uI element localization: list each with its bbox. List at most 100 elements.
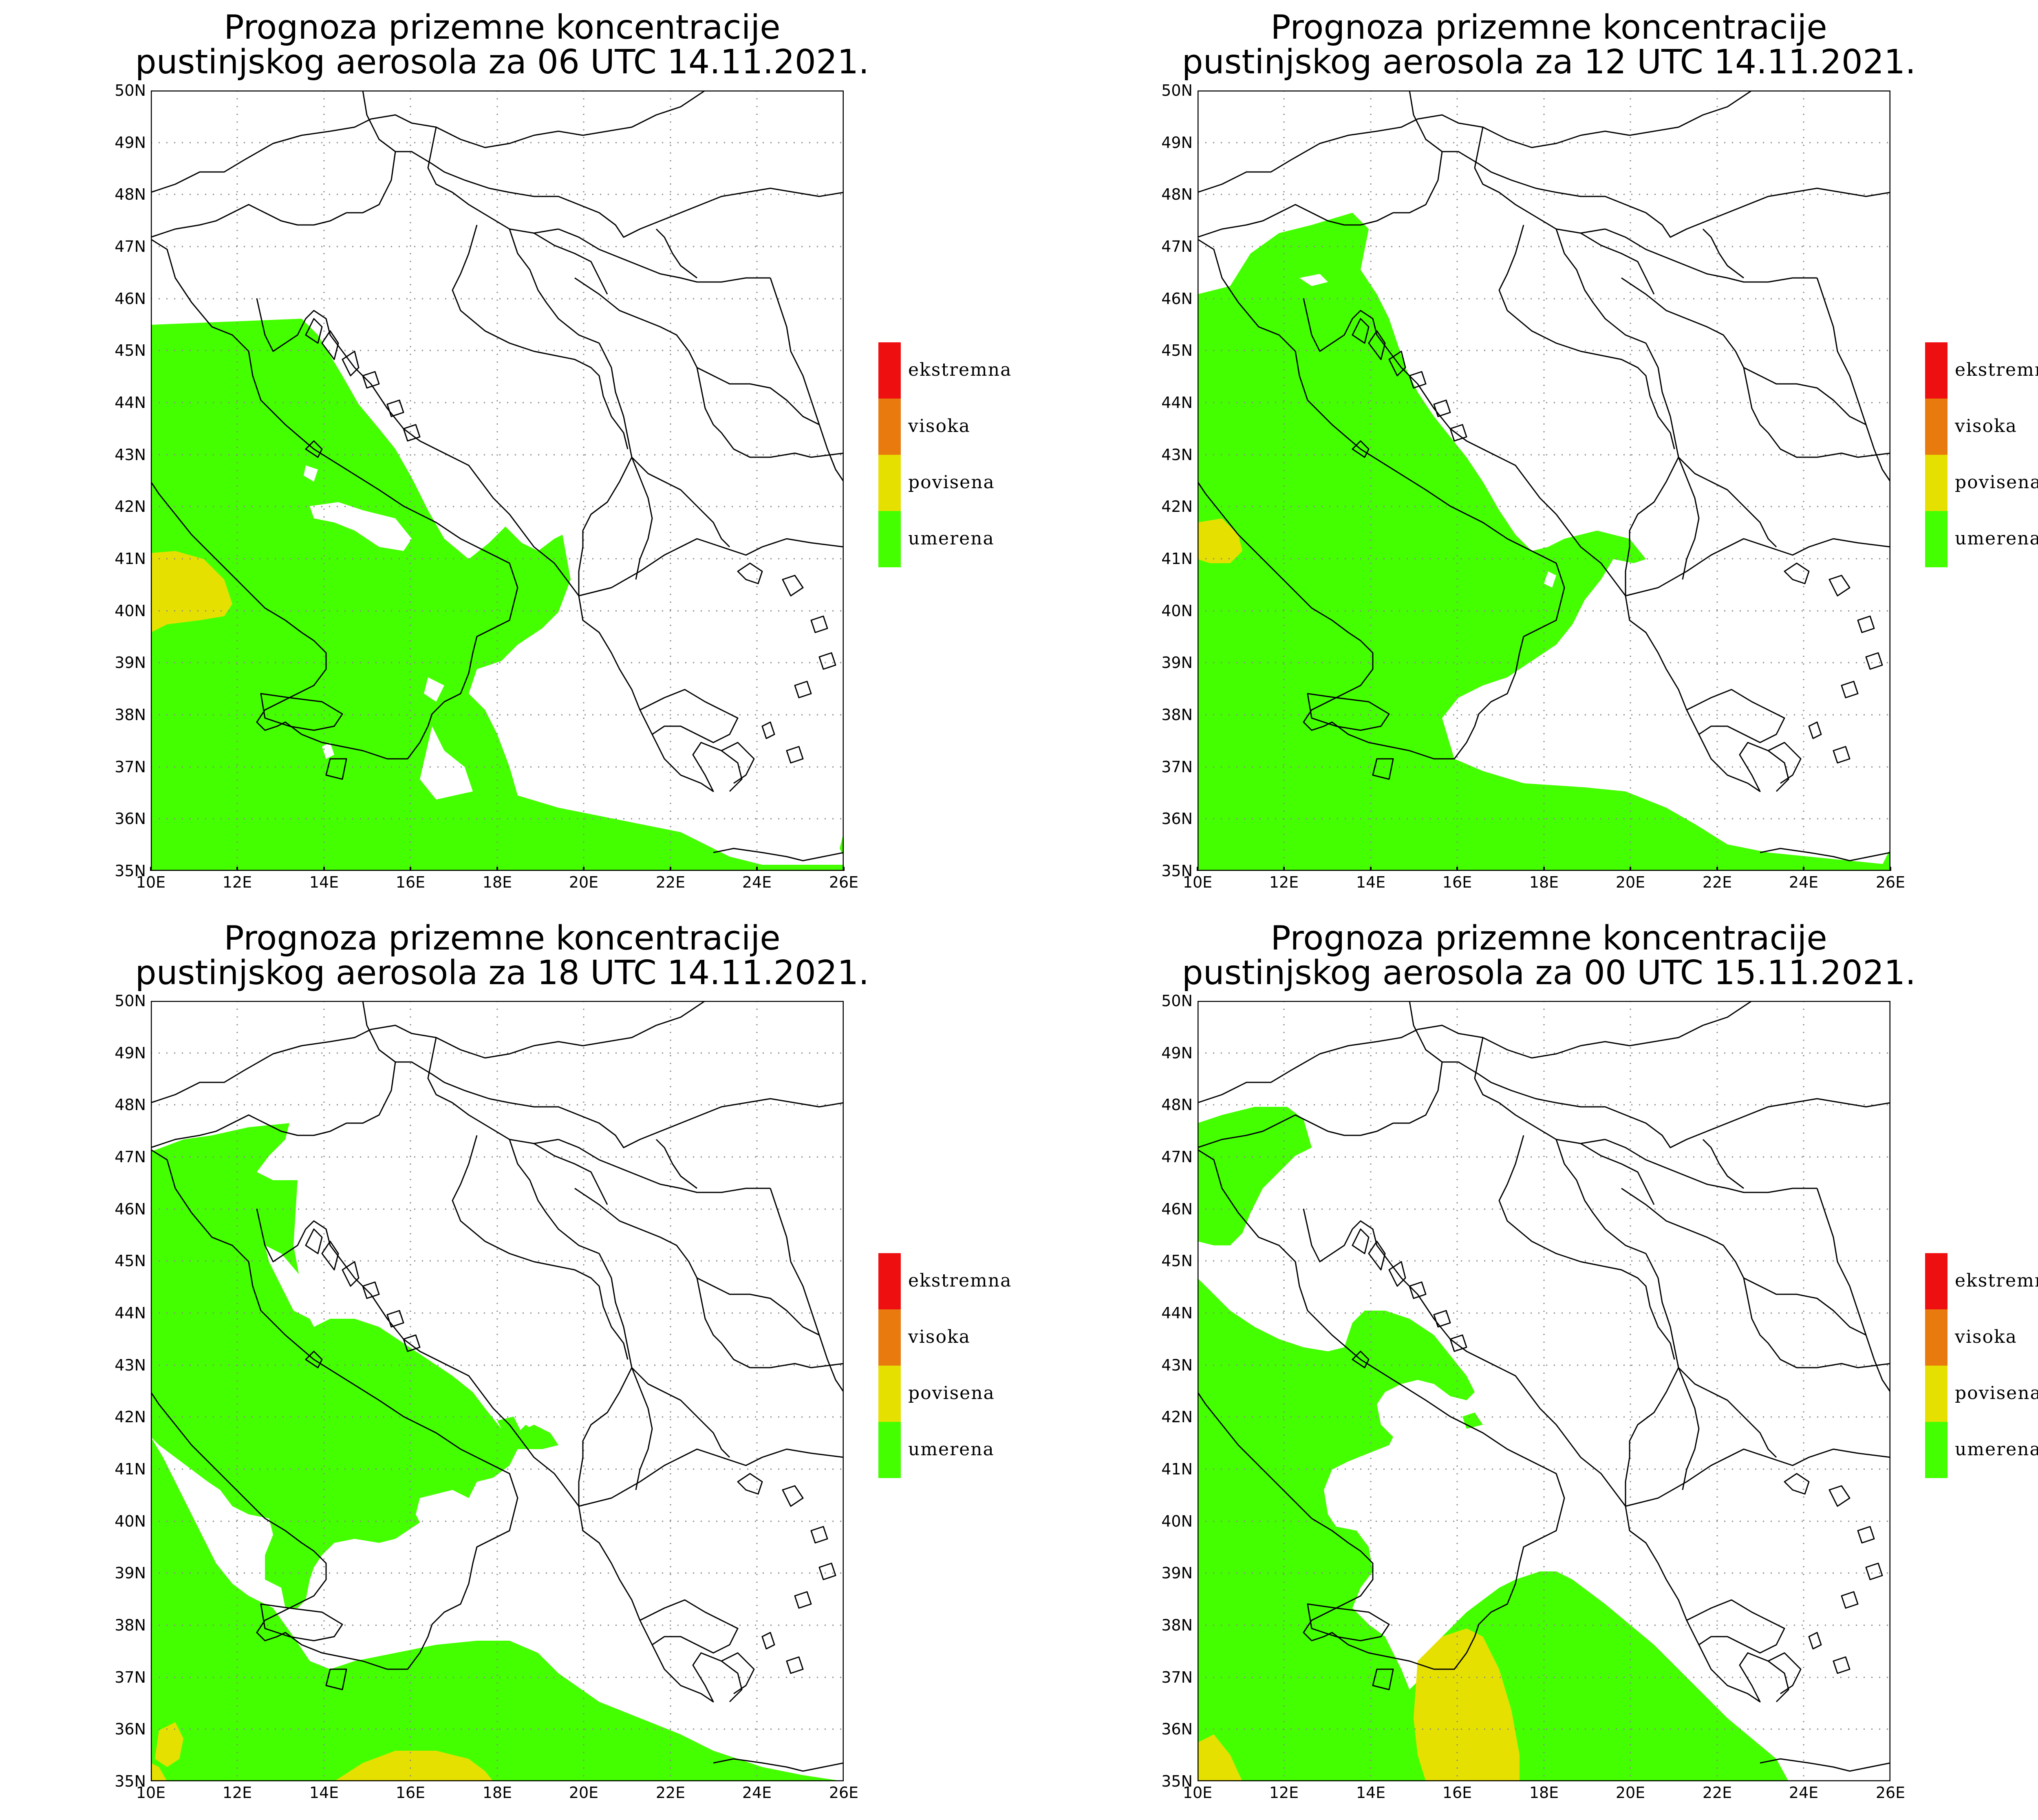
legend-label: ekstremna: [1955, 359, 2038, 380]
y-tick-label: 47N: [115, 238, 146, 256]
coastlines-borders: [1198, 1001, 1890, 1772]
y-tick-label: 49N: [1161, 1044, 1193, 1062]
map-18utc: [151, 1001, 844, 1781]
y-tick-label: 42N: [115, 1408, 146, 1426]
y-tick-label: 50N: [1161, 992, 1193, 1010]
y-tick-label: 39N: [115, 654, 146, 672]
y-tick-label: 39N: [115, 1564, 146, 1582]
legend-swatch-umerena: [1925, 1422, 1948, 1478]
y-tick-label: 39N: [1161, 654, 1193, 672]
legend-swatch-visoka: [878, 1309, 901, 1366]
legend-label: povisena: [1955, 1383, 2038, 1404]
x-tick-label: 24E: [1789, 873, 1818, 891]
x-tick-label: 10E: [136, 873, 165, 891]
y-tick-label: 50N: [115, 82, 146, 99]
legend-label: umerena: [908, 1439, 995, 1460]
legend-swatch-visoka: [1925, 1309, 1948, 1366]
y-tick-label: 40N: [1161, 602, 1193, 620]
panel-title-line2: pustinjskog aerosola za 00 UTC 15.11.202…: [1182, 954, 1916, 992]
legend-label: povisena: [908, 1383, 995, 1404]
y-tick-label: 47N: [1161, 238, 1193, 256]
x-tick-label: 12E: [223, 1784, 252, 1802]
panel-00utc: Prognoza prizemne koncentracije pustinjs…: [1161, 919, 2038, 1802]
y-tick-label: 44N: [115, 394, 146, 412]
legend-swatch-ekstremna: [1925, 1253, 1948, 1309]
y-tick-label: 36N: [1161, 1720, 1193, 1738]
x-tick-label: 24E: [742, 873, 772, 891]
x-tick-label: 26E: [1876, 1784, 1905, 1802]
y-tick-label: 50N: [115, 992, 146, 1010]
y-axis-labels: 35N 36N 37N 38N 39N 40N 41N 42N 43N 44N …: [115, 82, 146, 880]
x-tick-label: 20E: [1616, 873, 1645, 891]
x-tick-label: 26E: [1876, 873, 1905, 891]
x-tick-label: 16E: [396, 873, 425, 891]
legend-swatch-umerena: [878, 1422, 901, 1478]
y-tick-label: 35N: [115, 862, 146, 880]
legend-label: visoka: [1954, 416, 2017, 436]
y-tick-label: 37N: [1161, 1668, 1193, 1686]
x-tick-label: 22E: [1703, 1784, 1732, 1802]
legend-swatch-umerena: [878, 511, 901, 567]
legend-label: ekstremna: [908, 359, 1012, 380]
map-06utc: [151, 90, 844, 871]
y-axis-labels: 35N 36N 37N 38N 39N 40N 41N 42N 43N 44N …: [1161, 82, 1193, 880]
map-00utc: [1198, 1001, 1890, 1781]
legend-swatch-ekstremna: [878, 1253, 901, 1309]
y-tick-label: 44N: [1161, 394, 1193, 412]
y-tick-label: 46N: [1161, 1200, 1193, 1218]
y-tick-label: 49N: [1161, 134, 1193, 152]
x-tick-label: 16E: [396, 1784, 425, 1802]
y-tick-label: 36N: [115, 810, 146, 828]
y-axis-labels: 35N 36N 37N 38N 39N 40N 41N 42N 43N 44N …: [115, 992, 146, 1790]
legend-swatch-visoka: [878, 399, 901, 455]
y-tick-label: 41N: [1161, 550, 1193, 568]
x-tick-label: 26E: [829, 1784, 858, 1802]
coastlines-borders: [151, 90, 844, 862]
x-tick-label: 20E: [569, 873, 598, 891]
y-tick-label: 38N: [115, 706, 146, 724]
x-tick-label: 18E: [483, 873, 512, 891]
y-tick-label: 36N: [1161, 810, 1193, 828]
x-tick-label: 10E: [1183, 873, 1212, 891]
y-tick-label: 43N: [115, 1356, 146, 1374]
legend-swatch-povisena: [878, 1366, 901, 1422]
y-axis-labels: 35N 36N 37N 38N 39N 40N 41N 42N 43N 44N …: [1161, 992, 1193, 1790]
panel-06utc: Prognoza prizemne koncentracije pustinjs…: [115, 8, 1012, 891]
x-tick-label: 16E: [1442, 1784, 1472, 1802]
x-tick-label: 22E: [656, 873, 685, 891]
y-tick-label: 40N: [115, 602, 146, 620]
x-tick-label: 12E: [223, 873, 252, 891]
y-tick-label: 48N: [1161, 185, 1193, 203]
axis-ticks: [1197, 867, 1891, 871]
panel-18utc: Prognoza prizemne koncentracije pustinjs…: [115, 919, 1011, 1802]
y-tick-label: 45N: [115, 342, 146, 359]
x-tick-label: 18E: [1529, 873, 1559, 891]
axis-ticks: [150, 867, 845, 871]
y-tick-label: 37N: [115, 758, 146, 776]
panel-title-line1: Prognoza prizemne koncentracije: [1270, 8, 1827, 47]
y-tick-label: 46N: [1161, 290, 1193, 308]
x-axis-labels: 10E 12E 14E 16E 18E 20E 22E 24E 26E: [1183, 1784, 1905, 1802]
x-tick-label: 18E: [483, 1784, 512, 1802]
y-tick-label: 35N: [115, 1772, 146, 1790]
x-tick-label: 14E: [309, 873, 339, 891]
coastlines-borders: [151, 1001, 844, 1772]
y-tick-label: 45N: [1161, 1252, 1193, 1270]
x-tick-label: 14E: [1356, 1784, 1385, 1802]
x-tick-label: 24E: [742, 1784, 772, 1802]
y-tick-label: 41N: [115, 1460, 146, 1478]
x-axis-labels: 10E 12E 14E 16E 18E 20E 22E 24E 26E: [1183, 873, 1905, 891]
legend: ekstremna visoka povisena umerena: [1925, 342, 2038, 567]
y-tick-label: 37N: [115, 1668, 146, 1686]
legend-label: umerena: [1955, 528, 2038, 549]
legend-swatch-povisena: [878, 455, 901, 511]
panel-title-line1: Prognoza prizemne koncentracije: [224, 8, 780, 47]
y-tick-label: 41N: [1161, 1460, 1193, 1478]
panel-title-line2: pustinjskog aerosola za 12 UTC 14.11.202…: [1182, 43, 1916, 82]
y-tick-label: 44N: [1161, 1304, 1193, 1322]
x-tick-label: 26E: [829, 873, 858, 891]
panel-12utc: Prognoza prizemne koncentracije pustinjs…: [1161, 8, 2038, 891]
legend-label: povisena: [1955, 472, 2038, 493]
map-12utc: [1198, 90, 1890, 871]
